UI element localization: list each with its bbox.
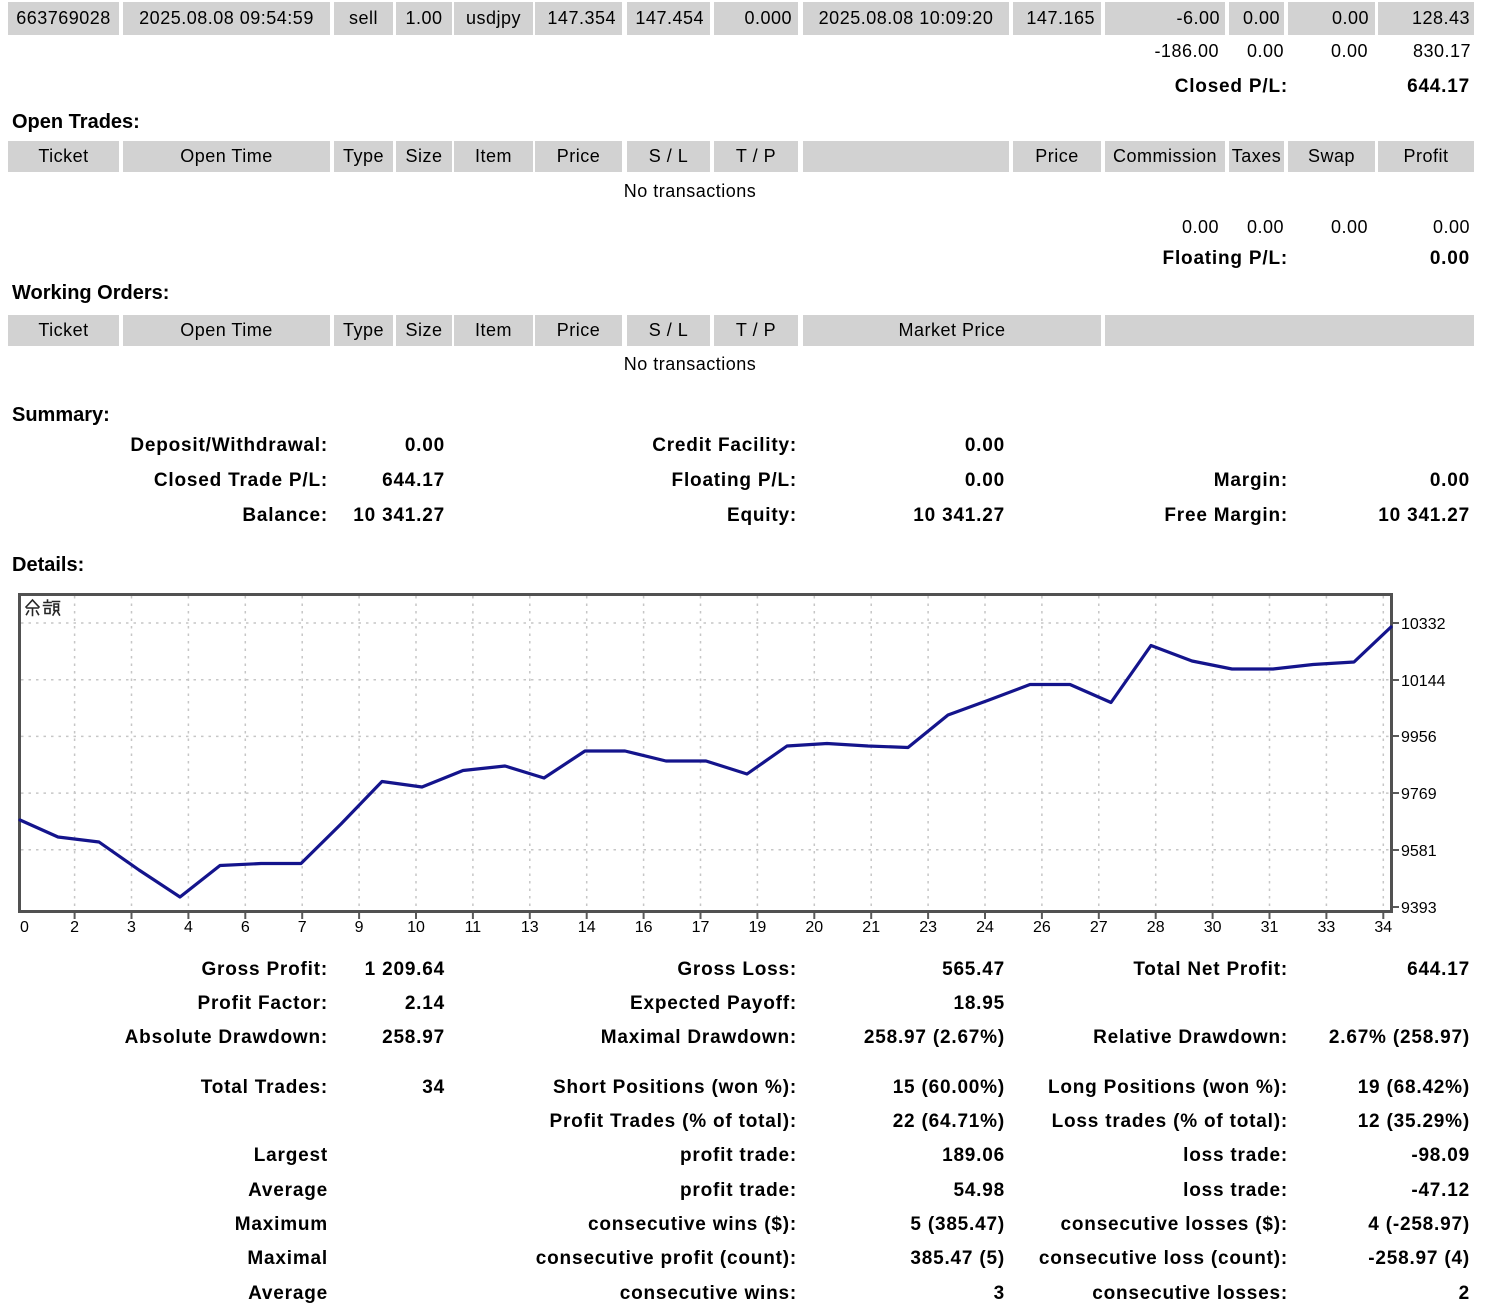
svg-text:17: 17 [692, 919, 710, 936]
svg-text:34: 34 [1374, 919, 1392, 936]
svg-text:28: 28 [1147, 919, 1165, 936]
svg-text:6: 6 [241, 919, 250, 936]
svg-text:9: 9 [355, 919, 364, 936]
svg-text:9581: 9581 [1401, 843, 1437, 860]
svg-text:31: 31 [1261, 919, 1279, 936]
svg-text:2: 2 [70, 919, 79, 936]
svg-text:3: 3 [127, 919, 136, 936]
svg-text:10332: 10332 [1401, 616, 1446, 633]
svg-text:10144: 10144 [1401, 673, 1446, 690]
svg-text:9956: 9956 [1401, 729, 1437, 746]
svg-text:24: 24 [976, 919, 994, 936]
svg-text:9769: 9769 [1401, 786, 1437, 803]
svg-text:7: 7 [298, 919, 307, 936]
svg-text:26: 26 [1033, 919, 1051, 936]
svg-text:14: 14 [578, 919, 596, 936]
svg-text:9393: 9393 [1401, 900, 1437, 917]
svg-text:27: 27 [1090, 919, 1108, 936]
svg-text:0: 0 [20, 919, 29, 936]
svg-text:23: 23 [919, 919, 937, 936]
svg-text:33: 33 [1318, 919, 1336, 936]
svg-text:13: 13 [521, 919, 539, 936]
svg-text:21: 21 [862, 919, 880, 936]
svg-text:30: 30 [1204, 919, 1222, 936]
svg-text:4: 4 [184, 919, 193, 936]
svg-text:16: 16 [635, 919, 653, 936]
svg-text:10: 10 [407, 919, 425, 936]
svg-text:11: 11 [465, 919, 482, 936]
svg-text:20: 20 [805, 919, 823, 936]
svg-text:19: 19 [749, 919, 767, 936]
